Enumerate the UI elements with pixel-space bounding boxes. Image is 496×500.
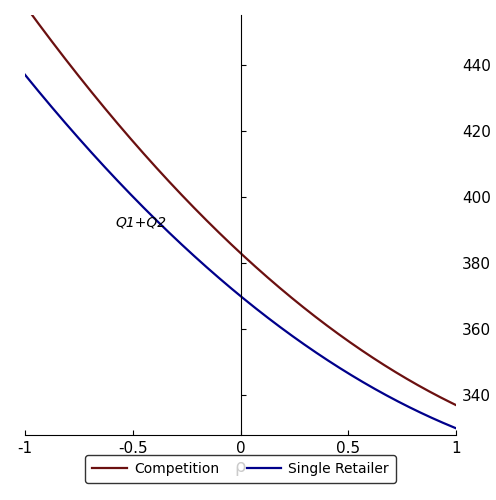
Competition (212, 226, 218, 232)
Competition (366, 352, 372, 358)
Single Retailer (358, 378, 364, 384)
Single Retailer (212, 272, 218, 278)
Single Retailer (66, 124, 72, 130)
Single Retailer (366, 382, 372, 388)
Line: Single Retailer: Single Retailer (25, 74, 456, 428)
Competition (358, 347, 364, 353)
Competition (66, 60, 72, 66)
Line: Competition: Competition (25, 5, 456, 405)
Competition (22, 2, 28, 8)
Single Retailer (22, 72, 28, 78)
Legend: Competition, Single Retailer: Competition, Single Retailer (85, 455, 396, 482)
Competition (196, 210, 202, 216)
X-axis label: ρ: ρ (235, 458, 247, 476)
Text: Q1+Q2: Q1+Q2 (116, 216, 167, 230)
Competition (453, 402, 459, 408)
Competition (318, 318, 324, 324)
Single Retailer (318, 353, 324, 359)
Single Retailer (196, 258, 202, 264)
Single Retailer (453, 426, 459, 432)
